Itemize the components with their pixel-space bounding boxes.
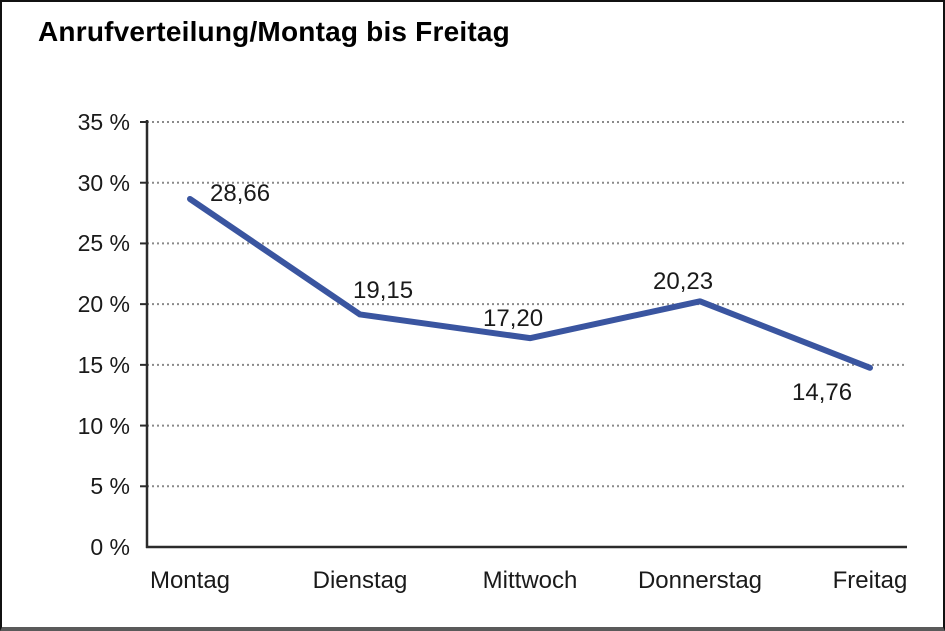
data-point-value-label: 19,15: [353, 277, 414, 304]
data-series-line: [187, 195, 873, 371]
y-tick-label: 35 %: [77, 109, 130, 135]
x-category-label: Mittwoch: [482, 567, 578, 594]
y-tick-label: 25 %: [77, 230, 130, 257]
y-tick-label: 30 %: [77, 169, 130, 196]
y-tick-label: 20 %: [77, 291, 130, 318]
data-point-value-label: 20,23: [653, 268, 714, 295]
y-tick-label: 5 %: [90, 473, 130, 500]
data-point-value-label: 28,66: [210, 180, 271, 207]
x-category-label: Dienstag: [312, 567, 408, 594]
data-point-value-label: 17,20: [483, 305, 544, 332]
x-category-label: Donnerstag: [637, 567, 763, 594]
y-tick-label: 0 %: [90, 534, 130, 560]
x-category-label: Freitag: [832, 567, 908, 594]
x-category-label: Montag: [149, 567, 231, 594]
y-tick-label: 15 %: [77, 351, 130, 378]
y-tick-label: 10 %: [77, 412, 130, 439]
data-point-value-label: 14,76: [792, 379, 853, 406]
chart-title: Anrufverteilung/Montag bis Freitag: [38, 16, 510, 47]
